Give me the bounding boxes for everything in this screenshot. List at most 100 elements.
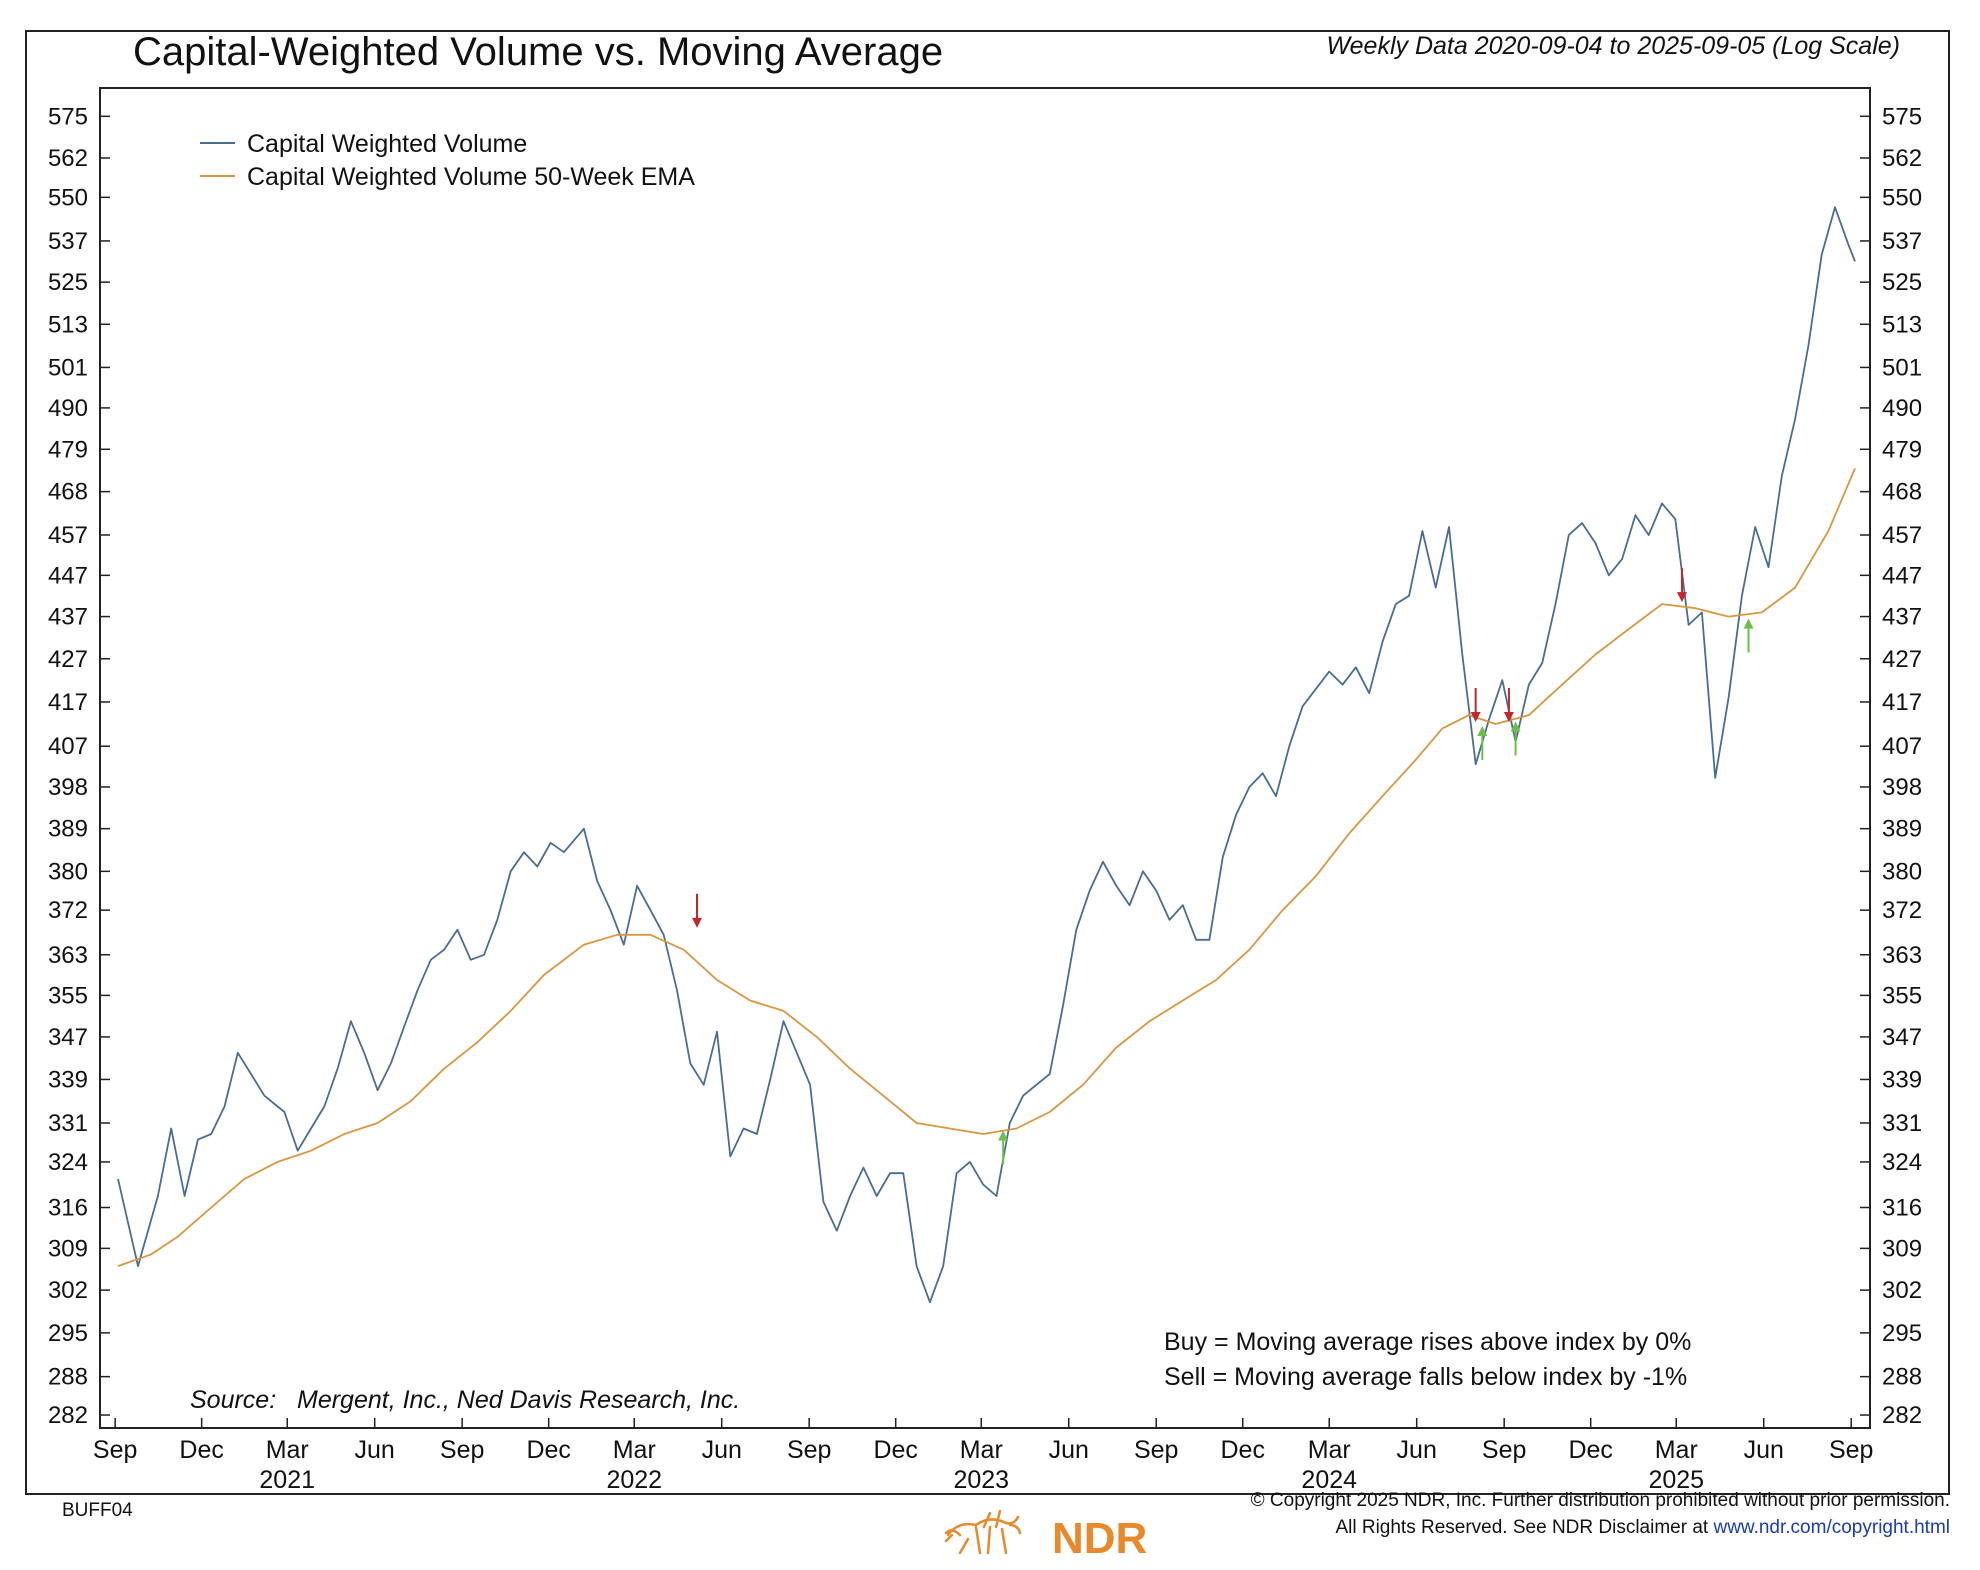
y-tick-label-right: 347 <box>1882 1024 1922 1051</box>
y-tick-label-left: 447 <box>48 562 88 589</box>
y-tick-label-left: 380 <box>48 858 88 885</box>
chart-subtitle: Weekly Data 2020-09-04 to 2025-09-05 (Lo… <box>1326 32 1901 60</box>
x-tick-label: Jun <box>1049 1436 1089 1464</box>
y-tick-label-right: 501 <box>1882 354 1922 381</box>
y-tick-label-left: 372 <box>48 897 88 924</box>
ndr-logo: NDR <box>944 1509 1147 1563</box>
x-tick-label: Mar <box>1655 1436 1698 1464</box>
y-axis-left: 575 562 550 537 525 513 501 490 479 468 457 447 437 4… <box>48 103 110 1429</box>
source-note: Source: Mergent, Inc., Ned Davis Researc… <box>190 1386 740 1414</box>
series-layer <box>117 206 1856 1304</box>
x-tick-label: Mar <box>266 1436 309 1464</box>
x-year-label: 2024 <box>1301 1466 1357 1494</box>
sell-rule-note: Sell = Moving average falls below index … <box>1164 1363 1687 1391</box>
x-tick-label: Mar <box>1308 1436 1351 1464</box>
x-tick-label: Jun <box>1397 1436 1437 1464</box>
x-tick-label: Sep <box>1829 1436 1873 1464</box>
y-tick-label-right: 437 <box>1882 604 1922 631</box>
y-tick-label-right: 363 <box>1882 942 1922 969</box>
y-tick-label-left: 309 <box>48 1235 88 1262</box>
y-tick-label-right: 525 <box>1882 269 1922 296</box>
y-tick-label-right: 427 <box>1882 646 1922 673</box>
sell-signal-arrow-head <box>1676 592 1687 603</box>
y-tick-label-right: 380 <box>1882 858 1922 885</box>
y-tick-label-right: 490 <box>1882 395 1922 422</box>
series-line-volume <box>117 206 1856 1304</box>
y-tick-label-right: 302 <box>1882 1277 1922 1304</box>
y-tick-label-left: 550 <box>48 184 88 211</box>
signal-layer <box>692 568 1754 1165</box>
y-tick-label-left: 282 <box>48 1402 88 1429</box>
y-tick-label-left: 490 <box>48 395 88 422</box>
y-tick-label-left: 457 <box>48 522 88 549</box>
y-tick-label-left: 288 <box>48 1364 88 1391</box>
y-tick-label-right: 372 <box>1882 897 1922 924</box>
sell-signal-arrow-head <box>692 917 702 928</box>
y-tick-label-left: 316 <box>48 1195 88 1222</box>
buy-signal-arrow-head <box>998 1130 1009 1141</box>
x-tick-label: Dec <box>1568 1436 1612 1464</box>
x-tick-label: Sep <box>93 1436 137 1464</box>
y-tick-label-left: 302 <box>48 1277 88 1304</box>
y-tick-label-right: 447 <box>1882 562 1922 589</box>
y-tick-label-right: 407 <box>1882 733 1922 760</box>
ndr-logo-text: NDR <box>1052 1514 1147 1563</box>
buy-signal-arrow-head <box>1510 721 1521 732</box>
copyright-notice: © Copyright 2025 NDR, Inc. Further distr… <box>1251 1487 1950 1541</box>
y-tick-label-left: 479 <box>48 436 88 463</box>
y-tick-label-right: 389 <box>1882 816 1922 843</box>
y-tick-label-right: 295 <box>1882 1320 1922 1347</box>
x-tick-label: Mar <box>960 1436 1003 1464</box>
y-tick-label-left: 501 <box>48 354 88 381</box>
y-tick-label-left: 525 <box>48 269 88 296</box>
x-year-label: 2021 <box>259 1466 315 1494</box>
x-year-label: 2022 <box>606 1466 662 1494</box>
copyright-line-2-text: All Rights Reserved. See NDR Disclaimer … <box>1335 1517 1714 1538</box>
chart-title: Capital-Weighted Volume vs. Moving Avera… <box>133 30 944 74</box>
y-tick-label-right: 562 <box>1882 145 1922 172</box>
y-tick-label-left: 355 <box>48 982 88 1009</box>
x-tick-label: Jun <box>355 1436 395 1464</box>
y-tick-label-right: 324 <box>1882 1149 1922 1176</box>
x-year-label: 2025 <box>1648 1466 1704 1494</box>
legend-label-ema: Capital Weighted Volume 50-Week EMA <box>247 163 695 191</box>
legend: Capital Weighted Volume Capital Weighted… <box>200 130 695 191</box>
y-tick-label-left: 468 <box>48 479 88 506</box>
y-tick-label-left: 331 <box>48 1110 88 1137</box>
y-tick-label-left: 537 <box>48 228 88 255</box>
copyright-link[interactable]: www.ndr.com/copyright.html <box>1713 1517 1950 1538</box>
sell-signal-arrow-head <box>1470 711 1481 722</box>
buy-rule-note: Buy = Moving average rises above index b… <box>1164 1328 1691 1356</box>
buy-signal-arrow-head <box>1743 618 1754 629</box>
y-tick-label-left: 398 <box>48 774 88 801</box>
series-line-ema <box>117 468 1856 1267</box>
buy-signal-arrow-head <box>1477 725 1488 736</box>
y-tick-label-left: 513 <box>48 311 88 338</box>
x-tick-label: Mar <box>613 1436 656 1464</box>
y-tick-label-left: 324 <box>48 1149 88 1176</box>
x-tick-label: Jun <box>1744 1436 1784 1464</box>
y-tick-label-left: 417 <box>48 689 88 716</box>
x-tick-label: Dec <box>873 1436 917 1464</box>
x-tick-label: Sep <box>1134 1436 1178 1464</box>
x-tick-label: Sep <box>1482 1436 1526 1464</box>
y-tick-label-right: 513 <box>1882 311 1922 338</box>
y-tick-label-right: 417 <box>1882 689 1922 716</box>
y-tick-label-right: 288 <box>1882 1364 1922 1391</box>
y-tick-label-left: 407 <box>48 733 88 760</box>
y-tick-label-right: 316 <box>1882 1195 1922 1222</box>
x-tick-label: Dec <box>1220 1436 1264 1464</box>
x-tick-label: Dec <box>526 1436 570 1464</box>
bull-bear-icon <box>944 1509 1022 1555</box>
copyright-line-1: © Copyright 2025 NDR, Inc. Further distr… <box>1250 1490 1950 1511</box>
y-tick-label-right: 282 <box>1882 1402 1922 1429</box>
legend-label-volume: Capital Weighted Volume <box>247 130 527 158</box>
y-tick-label-right: 331 <box>1882 1110 1922 1137</box>
chart-code: BUFF04 <box>62 1500 133 1521</box>
x-tick-label: Sep <box>440 1436 484 1464</box>
x-year-label: 2023 <box>953 1466 1009 1494</box>
y-tick-label-right: 355 <box>1882 982 1922 1009</box>
y-tick-label-left: 427 <box>48 646 88 673</box>
